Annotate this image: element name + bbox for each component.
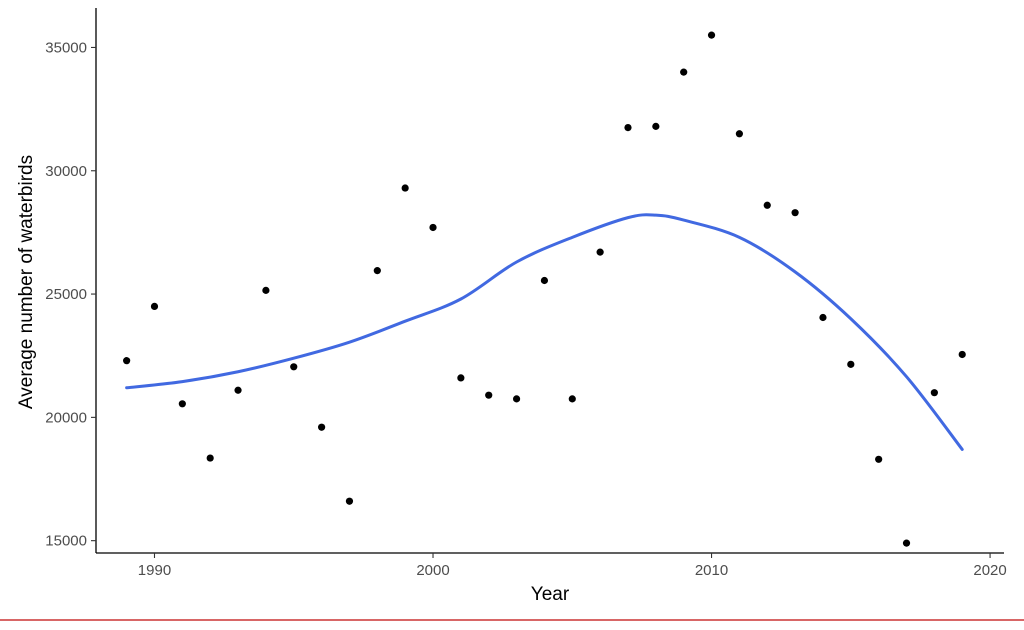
data-point (652, 122, 660, 130)
data-point (707, 31, 716, 39)
x-axis-title: Year (531, 584, 570, 605)
x-tick-label: 2020 (973, 562, 1006, 579)
data-point (568, 395, 576, 403)
data-point (206, 454, 214, 462)
data-point (624, 124, 632, 132)
data-point (512, 395, 521, 403)
data-point (735, 130, 743, 138)
x-ticks: 1990 2000 2010 2020 (138, 553, 1007, 579)
data-point (847, 360, 855, 368)
data-point (150, 302, 159, 310)
data-point (178, 400, 186, 408)
data-point (234, 386, 242, 394)
smooth-trend-line (125, 213, 964, 451)
data-point (763, 201, 771, 209)
data-point (262, 286, 270, 294)
y-tick-label: 35000 (45, 39, 87, 56)
data-point (373, 267, 381, 275)
y-tick-label: 20000 (45, 409, 87, 426)
x-tick-label: 1990 (138, 562, 171, 579)
y-ticks: 15000 20000 25000 30000 35000 (45, 39, 96, 550)
data-point (429, 223, 437, 232)
data-point (540, 276, 549, 285)
data-point (345, 497, 354, 505)
data-point (902, 539, 911, 547)
data-point (290, 363, 298, 371)
x-tick-label: 2010 (695, 562, 728, 579)
smooth-line-group (125, 213, 964, 451)
y-tick-label: 15000 (45, 533, 87, 550)
y-axis-title: Average number of waterbirds (16, 155, 37, 409)
y-tick-label: 25000 (45, 286, 87, 303)
data-point (318, 423, 326, 431)
data-point (875, 455, 883, 463)
data-point (930, 389, 938, 397)
data-point (123, 357, 131, 365)
data-point (401, 184, 409, 192)
data-point (791, 209, 799, 217)
data-point (680, 68, 688, 76)
data-point (596, 248, 604, 256)
data-point (958, 350, 966, 359)
y-tick-label: 30000 (45, 163, 87, 180)
data-point (819, 313, 827, 322)
data-point (457, 374, 465, 382)
data-point (485, 391, 493, 399)
data-points (123, 31, 966, 547)
x-tick-label: 2000 (416, 562, 449, 579)
